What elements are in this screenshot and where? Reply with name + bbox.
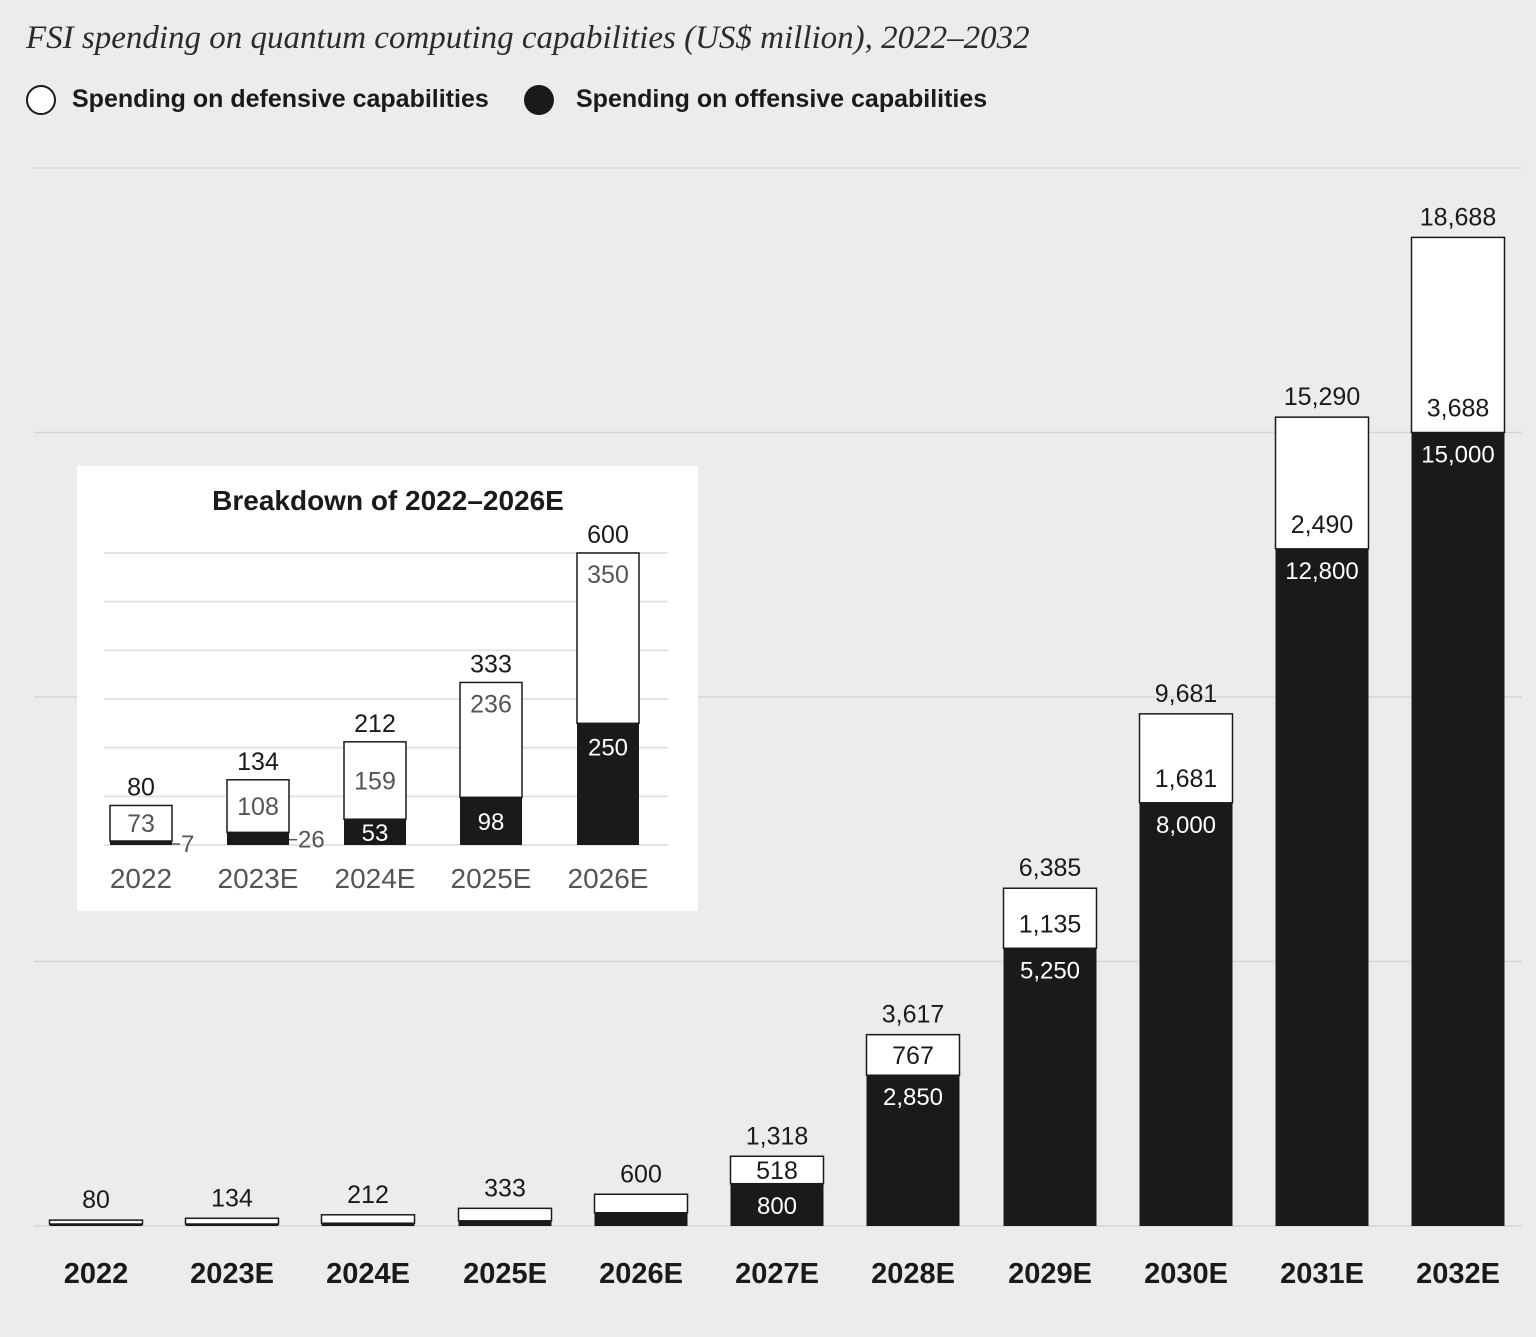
inset-defensive-label-2025E: 236 (470, 690, 512, 718)
offensive-label-2031E: 12,800 (1285, 558, 1358, 585)
inset-offensive-label-2024E: 53 (362, 820, 389, 847)
total-label-2027E: 1,318 (746, 1122, 809, 1150)
bar-offensive-2031E (1275, 548, 1369, 1226)
x-tick-2031E: 2031E (1280, 1258, 1364, 1290)
inset-x-tick-2023E: 2023E (218, 863, 299, 894)
bar-offensive-2024E (321, 1223, 415, 1226)
bar-defensive-2032E (1410, 236, 1506, 434)
inset-labels: 80 73 7 134 108 26 212 159 53 333 236 98 600 350 250 (127, 521, 629, 858)
legend-defensive-marker (26, 85, 56, 115)
inset-total-label-2022: 80 (127, 773, 155, 801)
offensive-label-2027E: 800 (757, 1193, 797, 1220)
inset-bar-defensive-2026E (576, 552, 640, 725)
offensive-label-2028E: 2,850 (883, 1084, 943, 1111)
x-tick-2024E: 2024E (326, 1258, 410, 1290)
inset-bar-defensive-2023E (226, 779, 290, 834)
bar-offensive-2023E (185, 1224, 279, 1226)
bar-defensive-2024E (320, 1214, 416, 1224)
bar-offensive-2025E (458, 1220, 552, 1226)
bar-offensive-2022 (49, 1224, 143, 1226)
x-tick-2026E: 2026E (599, 1258, 683, 1290)
inset-bar-defensive-2024E (343, 741, 407, 820)
bar-defensive-2031E (1274, 416, 1370, 550)
bar-offensive-2026E (594, 1212, 688, 1226)
offensive-label-2030E: 8,000 (1156, 812, 1216, 839)
inset-title: Breakdown of 2022–2026E (212, 485, 564, 516)
x-tick-2027E: 2027E (735, 1258, 819, 1290)
x-tick-2030E: 2030E (1144, 1258, 1228, 1290)
total-label-2028E: 3,617 (882, 1001, 945, 1029)
inset-defensive-label-2026E: 350 (587, 561, 629, 589)
inset-offensive-label-2026E: 250 (588, 734, 628, 761)
inset-total-label-2024E: 212 (354, 710, 396, 738)
x-tick-2029E: 2029E (1008, 1258, 1092, 1290)
inset-total-label-2025E: 333 (470, 650, 512, 678)
x-tick-2022: 2022 (64, 1258, 129, 1290)
total-label-2022: 80 (82, 1186, 110, 1214)
inset-total-label-2023E: 134 (237, 748, 279, 776)
main-labels: 80 134 212 333 600 1,318 518 800 3,617 767 2,850 6,… (82, 203, 1496, 1219)
defensive-label-2028E: 767 (892, 1042, 934, 1070)
offensive-label-2032E: 15,000 (1421, 442, 1494, 469)
inset-x-tick-2026E: 2026E (568, 863, 649, 894)
bar-defensive-2022 (48, 1219, 144, 1225)
total-label-2023E: 134 (211, 1184, 253, 1212)
x-tick-2032E: 2032E (1416, 1258, 1500, 1290)
inset-offensive-label-2023E: 26 (298, 827, 325, 854)
total-label-2025E: 333 (484, 1174, 526, 1202)
main-bars (48, 236, 1506, 1226)
total-label-2030E: 9,681 (1155, 680, 1218, 708)
bar-offensive-2028E (866, 1075, 960, 1226)
legend-defensive-label: Spending on defensive capabilities (72, 85, 489, 113)
inset-x-tick-2025E: 2025E (451, 863, 532, 894)
defensive-label-2032E: 3,688 (1427, 395, 1490, 423)
total-label-2024E: 212 (347, 1181, 389, 1209)
inset-bar-offensive-2026E (577, 723, 639, 845)
inset-bar-offensive-2023E (227, 832, 289, 845)
x-tick-2025E: 2025E (463, 1258, 547, 1290)
x-tick-2028E: 2028E (871, 1258, 955, 1290)
inset-bar-offensive-2024E (344, 819, 406, 845)
inset-bars (109, 552, 640, 845)
inset-bar-offensive-2022 (110, 841, 172, 845)
x-tick-2023E: 2023E (190, 1258, 274, 1290)
total-label-2026E: 600 (620, 1160, 662, 1188)
inset-defensive-label-2022: 73 (127, 810, 155, 838)
bar-offensive-2030E (1139, 802, 1233, 1226)
defensive-label-2030E: 1,681 (1155, 765, 1218, 793)
inset-defensive-label-2023E: 108 (237, 793, 279, 821)
total-label-2029E: 6,385 (1019, 854, 1082, 882)
inset-total-label-2026E: 600 (587, 521, 629, 549)
inset-offensive-label-2025E: 98 (478, 809, 505, 836)
chart-title: FSI spending on quantum computing capabi… (25, 20, 1030, 56)
inset-x-axis-ticks: 2022 2023E 2024E 2025E 2026E (110, 863, 649, 894)
bar-defensive-2030E (1138, 713, 1234, 804)
defensive-label-2027E: 518 (756, 1157, 798, 1185)
inset-defensive-label-2024E: 159 (354, 768, 396, 796)
legend-offensive-marker (524, 85, 554, 115)
inset-offensive-label-2022: 7 (181, 831, 194, 858)
main-x-axis-ticks: 2022 2023E 2024E 2025E 2026E 2027E 2028E 2029E 2… (64, 1258, 1500, 1290)
bar-defensive-2023E (184, 1217, 280, 1225)
bar-offensive-2032E (1411, 432, 1505, 1226)
bar-offensive-2027E (730, 1183, 824, 1226)
inset-chart: Breakdown of 2022–2026E 80 73 7 134 108 26 212… (77, 466, 698, 911)
inset-x-tick-2024E: 2024E (335, 863, 416, 894)
legend: Spending on defensive capabilities Spend… (26, 85, 987, 115)
bar-offensive-2029E (1003, 948, 1097, 1226)
offensive-label-2029E: 5,250 (1020, 957, 1080, 984)
inset-x-tick-2022: 2022 (110, 863, 172, 894)
total-label-2032E: 18,688 (1420, 203, 1496, 231)
defensive-label-2031E: 2,490 (1291, 511, 1354, 539)
inset-bar-offensive-2025E (460, 797, 522, 845)
bar-defensive-2025E (457, 1207, 553, 1222)
defensive-label-2029E: 1,135 (1019, 910, 1082, 938)
legend-offensive-label: Spending on offensive capabilities (576, 85, 987, 113)
inset-bar-defensive-2025E (459, 681, 523, 799)
total-label-2031E: 15,290 (1284, 383, 1360, 411)
bar-defensive-2026E (593, 1193, 689, 1214)
